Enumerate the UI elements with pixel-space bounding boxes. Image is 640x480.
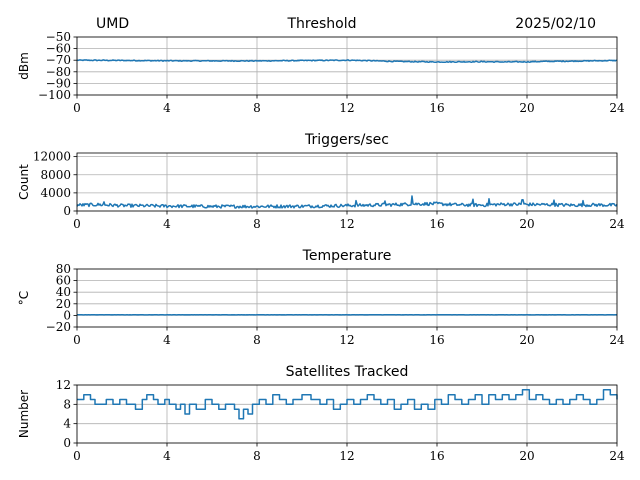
series-line (76, 59, 618, 64)
y-tick-label-1: 4000 (40, 186, 71, 200)
x-tick-label-4: 16 (429, 333, 444, 347)
x-tick-label-3: 12 (339, 101, 354, 115)
y-axis-label: dBm (17, 52, 31, 80)
x-tick-label-3: 12 (339, 217, 354, 231)
y-tick-label-1: 0 (63, 308, 71, 322)
chart-title: Satellites Tracked (286, 364, 409, 380)
y-tick-label-2: 20 (56, 297, 71, 311)
y-tick-label-2: 8000 (40, 168, 71, 182)
x-tick-label-2: 8 (253, 217, 261, 231)
x-tick-label-2: 8 (253, 449, 261, 463)
y-axis-label: °C (17, 291, 31, 305)
chart-panel-1: 0 4 8 12 16 20 24 0 4000 8000 12000 Triggers/sec Cou… (17, 132, 625, 231)
y-tick-label-1: −90 (46, 76, 71, 90)
header-center-title: Threshold (287, 16, 357, 32)
x-tick-label-4: 16 (429, 217, 444, 231)
x-tick-label-2: 8 (253, 333, 261, 347)
x-tick-label-0: 0 (73, 217, 81, 231)
header-right-date: 2025/02/10 (515, 16, 596, 32)
x-tick-label-5: 20 (519, 333, 534, 347)
x-tick-label-3: 12 (339, 333, 354, 347)
x-tick-label-6: 24 (609, 449, 625, 463)
y-axis-label: Number (17, 390, 31, 438)
x-tick-label-5: 20 (519, 101, 534, 115)
y-tick-label-0: 0 (63, 204, 71, 218)
x-tick-label-1: 4 (163, 101, 171, 115)
y-tick-label-3: 12000 (33, 150, 71, 164)
x-tick-label-1: 4 (163, 333, 171, 347)
chart-title: Triggers/sec (304, 132, 389, 148)
y-tick-label-5: −50 (46, 30, 71, 44)
chart-panels: 0 4 8 12 16 20 24 −100−90−80−70−60−50 dBm 0 4 8 12 16… (17, 30, 625, 463)
header-left-label: UMD (96, 16, 129, 32)
y-tick-label-0: −100 (38, 88, 71, 102)
series-line (76, 195, 618, 209)
x-tick-label-5: 20 (519, 217, 534, 231)
x-tick-label-6: 24 (609, 333, 625, 347)
x-tick-label-1: 4 (163, 449, 171, 463)
y-tick-label-4: −60 (46, 42, 71, 56)
x-tick-label-3: 12 (339, 449, 354, 463)
y-tick-label-0: −20 (46, 320, 71, 334)
x-tick-label-6: 24 (609, 101, 625, 115)
y-tick-label-1: 4 (63, 417, 71, 431)
x-tick-label-0: 0 (73, 449, 81, 463)
x-tick-label-1: 4 (163, 217, 171, 231)
chart-panel-0: 0 4 8 12 16 20 24 −100−90−80−70−60−50 dBm (17, 30, 625, 115)
y-tick-label-2: 8 (63, 397, 71, 411)
y-tick-label-5: 80 (56, 262, 71, 276)
y-tick-label-0: 0 (63, 436, 71, 450)
x-tick-label-4: 16 (429, 449, 444, 463)
y-tick-label-3: 12 (56, 378, 71, 392)
y-tick-label-2: −80 (46, 65, 71, 79)
x-tick-label-5: 20 (519, 449, 534, 463)
x-tick-label-0: 0 (73, 333, 81, 347)
y-tick-label-4: 60 (56, 274, 71, 288)
x-tick-label-6: 24 (609, 217, 625, 231)
y-axis-label: Count (17, 164, 31, 200)
x-tick-label-2: 8 (253, 101, 261, 115)
x-tick-label-0: 0 (73, 101, 81, 115)
y-tick-label-3: 40 (56, 285, 71, 299)
x-tick-label-4: 16 (429, 101, 444, 115)
series-line (77, 389, 618, 420)
chart-panel-3: 0 4 8 12 16 20 24 0 4 8 12 Satellites Tracked Number (17, 364, 625, 463)
chart-title: Temperature (302, 248, 392, 264)
y-tick-label-3: −70 (46, 53, 71, 67)
